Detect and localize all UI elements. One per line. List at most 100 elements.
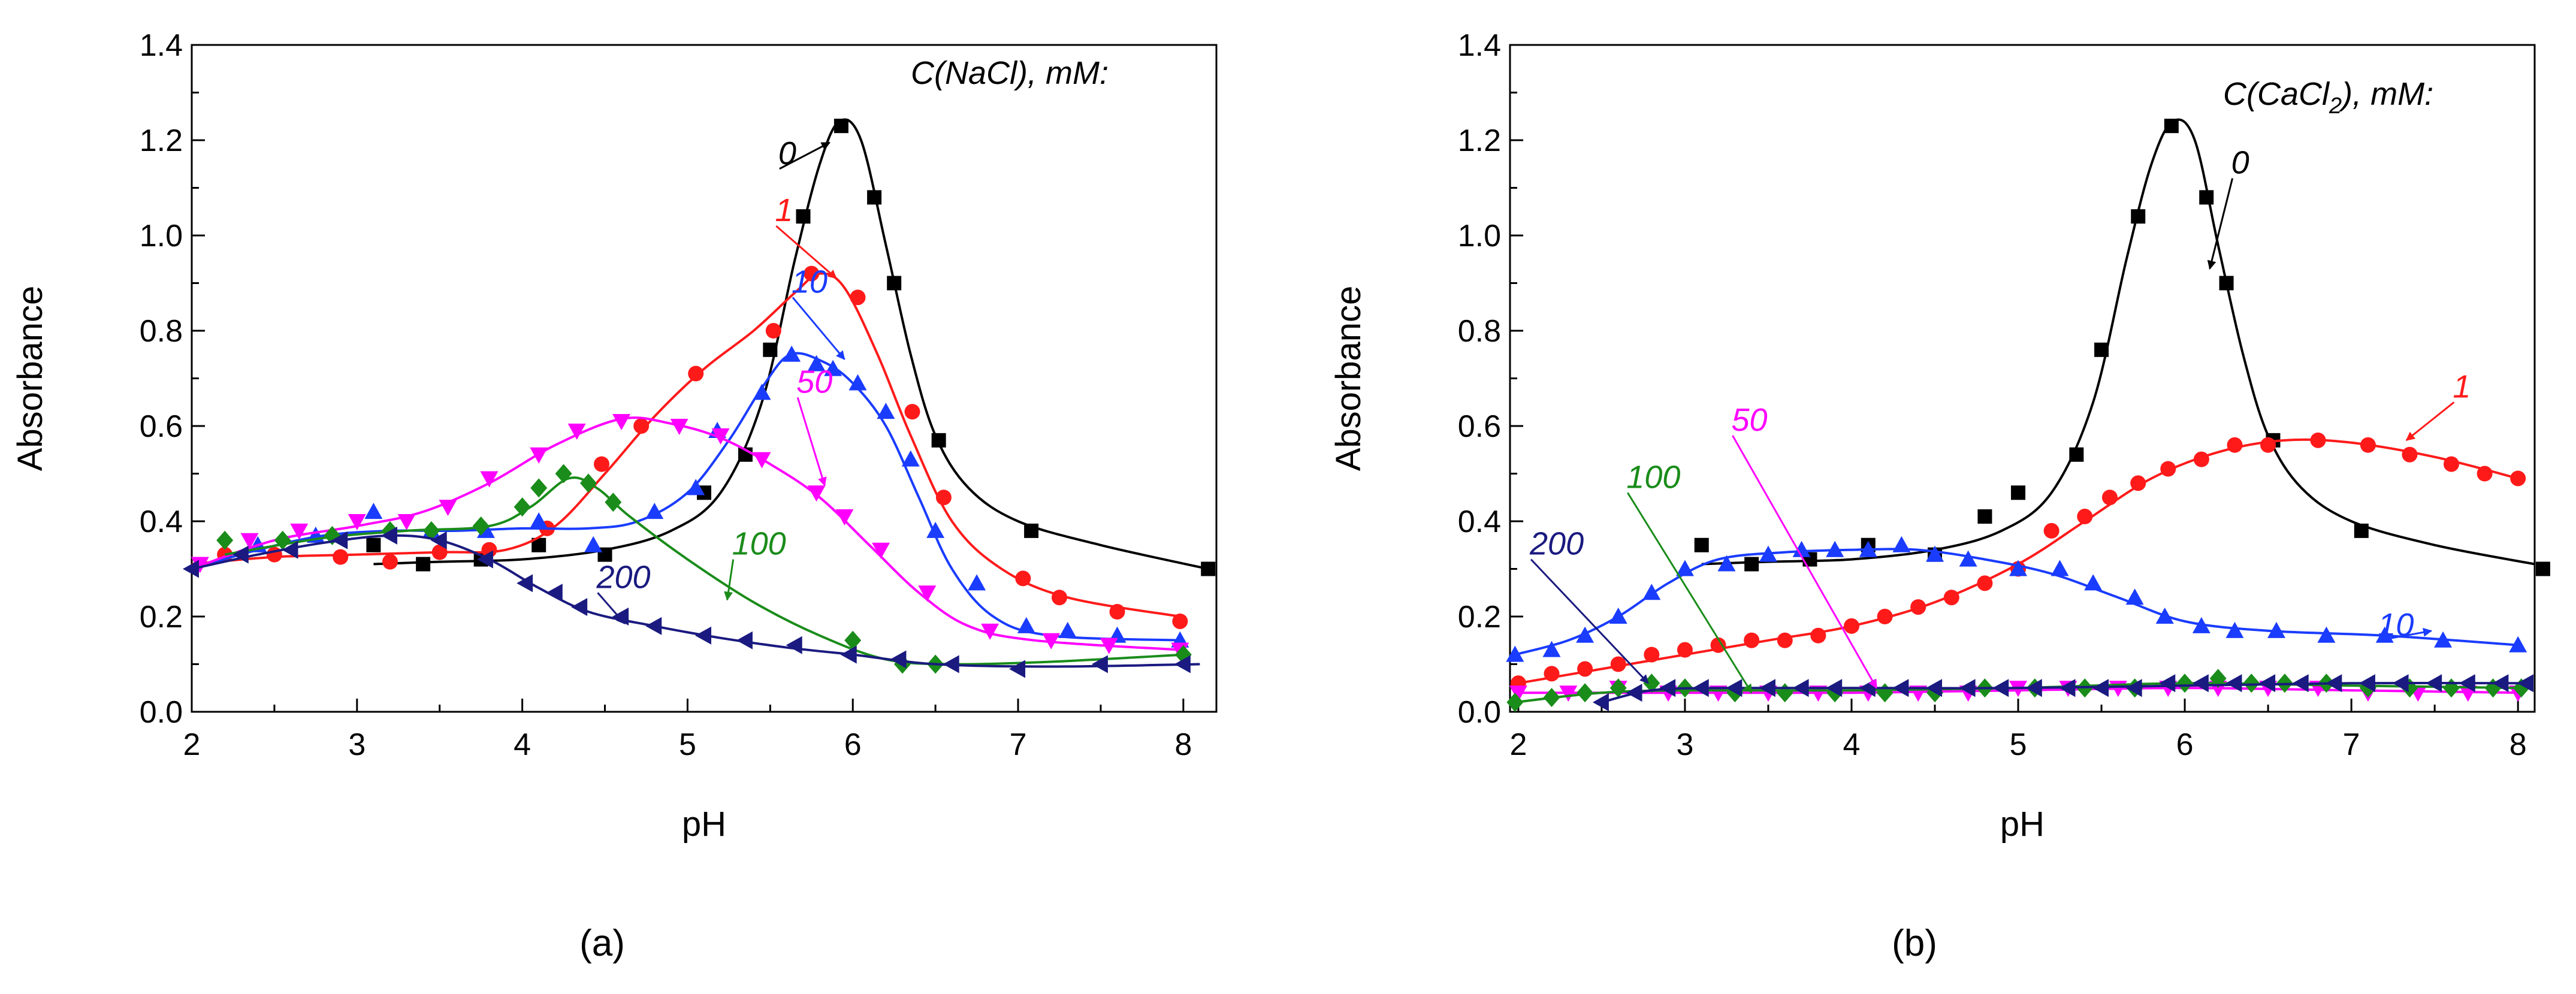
- data-point: [1892, 536, 1911, 552]
- annotation-label: 10: [792, 264, 828, 300]
- data-point: [431, 544, 448, 560]
- data-point: [2326, 674, 2342, 693]
- data-point: [2517, 674, 2534, 693]
- data-point: [848, 374, 867, 391]
- data-point: [835, 509, 854, 526]
- data-point: [2459, 674, 2475, 693]
- data-point: [1717, 555, 1736, 572]
- plot-frame: [191, 44, 1218, 713]
- x-tick-label: 3: [348, 727, 366, 762]
- data-point: [1792, 679, 1809, 697]
- data-point: [2069, 447, 2084, 462]
- data-point: [348, 514, 366, 530]
- data-point: [481, 542, 497, 558]
- data-point: [824, 359, 842, 376]
- annotation-arrow: [779, 141, 831, 170]
- data-point: [2155, 608, 2174, 624]
- data-point: [2192, 674, 2209, 693]
- annotation-label: 0: [778, 135, 796, 171]
- y-axis-label: Absorbance: [1329, 286, 1368, 472]
- data-point: [2159, 674, 2176, 693]
- annotation-label: 50: [796, 364, 832, 400]
- data-point: [1576, 626, 1594, 643]
- y-tick-label: 1.0: [1458, 219, 1501, 253]
- data-point: [2317, 626, 2336, 643]
- data-point: [183, 560, 199, 578]
- y-tick-label: 1.4: [140, 28, 183, 63]
- annotation-label: 100: [732, 526, 786, 562]
- data-point: [1859, 540, 1877, 557]
- data-point: [1009, 660, 1026, 678]
- data-point: [2160, 461, 2176, 477]
- data-point: [1051, 590, 1067, 606]
- data-point: [1542, 640, 1561, 657]
- data-point: [2434, 631, 2453, 648]
- data-point: [844, 630, 862, 650]
- data-point: [1024, 523, 1039, 538]
- data-point: [2077, 509, 2093, 525]
- data-point: [736, 631, 753, 649]
- data-point: [2092, 679, 2109, 697]
- data-point: [274, 530, 291, 550]
- data-point: [931, 433, 946, 448]
- series-line: [373, 118, 1209, 570]
- data-point: [476, 550, 493, 569]
- data-point: [2492, 674, 2509, 693]
- data-point: [1977, 575, 1993, 591]
- data-point: [1174, 655, 1191, 673]
- data-point: [807, 485, 826, 502]
- annotation-arrow: [792, 297, 845, 360]
- data-point: [687, 479, 705, 496]
- data-point: [2199, 190, 2214, 205]
- annotation-arrow: [2405, 401, 2455, 442]
- y-tick-label: 1.4: [1458, 28, 1501, 63]
- data-point: [1943, 590, 1959, 606]
- data-point: [290, 523, 309, 540]
- data-point: [1777, 632, 1793, 648]
- annotation-label: 10: [2378, 607, 2414, 643]
- data-point: [796, 209, 811, 224]
- data-point: [1509, 685, 1527, 702]
- data-point: [2243, 673, 2260, 693]
- legend-title-text: C(NaCl), mM:: [911, 55, 1109, 91]
- data-point: [380, 526, 397, 545]
- data-point: [901, 450, 920, 467]
- data-point: [1609, 608, 1627, 624]
- data-point: [1610, 656, 1626, 672]
- data-point: [366, 537, 381, 552]
- data-point: [711, 428, 730, 445]
- series-line: [191, 272, 1180, 618]
- data-point: [2358, 674, 2375, 693]
- data-point: [645, 617, 662, 635]
- data-point: [2267, 621, 2286, 638]
- data-point: [2084, 574, 2103, 591]
- x-axis-label: pH: [2000, 805, 2045, 844]
- data-point: [416, 557, 431, 572]
- data-point: [382, 554, 398, 570]
- data-point: [1506, 645, 1524, 662]
- annotation-arrow: [1530, 558, 1649, 684]
- panel-caption: (b): [1892, 923, 1937, 964]
- chart-panel-b: 0.0 0.2 0.4 0.6 0.8 1.0 1.2 1.4 2 3 4 5 6 7 8 pH Absorba…: [1329, 28, 2550, 964]
- data-point: [918, 585, 937, 602]
- data-point: [282, 540, 298, 559]
- data-point: [2050, 560, 2069, 576]
- y-axis-label: Absorbance: [11, 286, 50, 472]
- data-point: [430, 531, 447, 549]
- series-b-200: [1592, 674, 2534, 712]
- data-point: [1977, 509, 1992, 524]
- data-point: [2426, 674, 2442, 693]
- data-point: [763, 342, 778, 357]
- data-point: [2402, 446, 2418, 463]
- data-point: [670, 419, 688, 435]
- annotation-arrow: [2379, 627, 2433, 642]
- data-point: [2011, 485, 2026, 500]
- data-point: [688, 365, 704, 382]
- panel-caption: (a): [579, 923, 625, 964]
- data-point: [530, 512, 548, 528]
- series-a-1: [191, 265, 1188, 629]
- data-point: [2131, 209, 2146, 224]
- data-point: [2310, 432, 2326, 448]
- x-tick-label: 3: [1676, 727, 1693, 762]
- y-tick-label: 1.0: [140, 219, 183, 253]
